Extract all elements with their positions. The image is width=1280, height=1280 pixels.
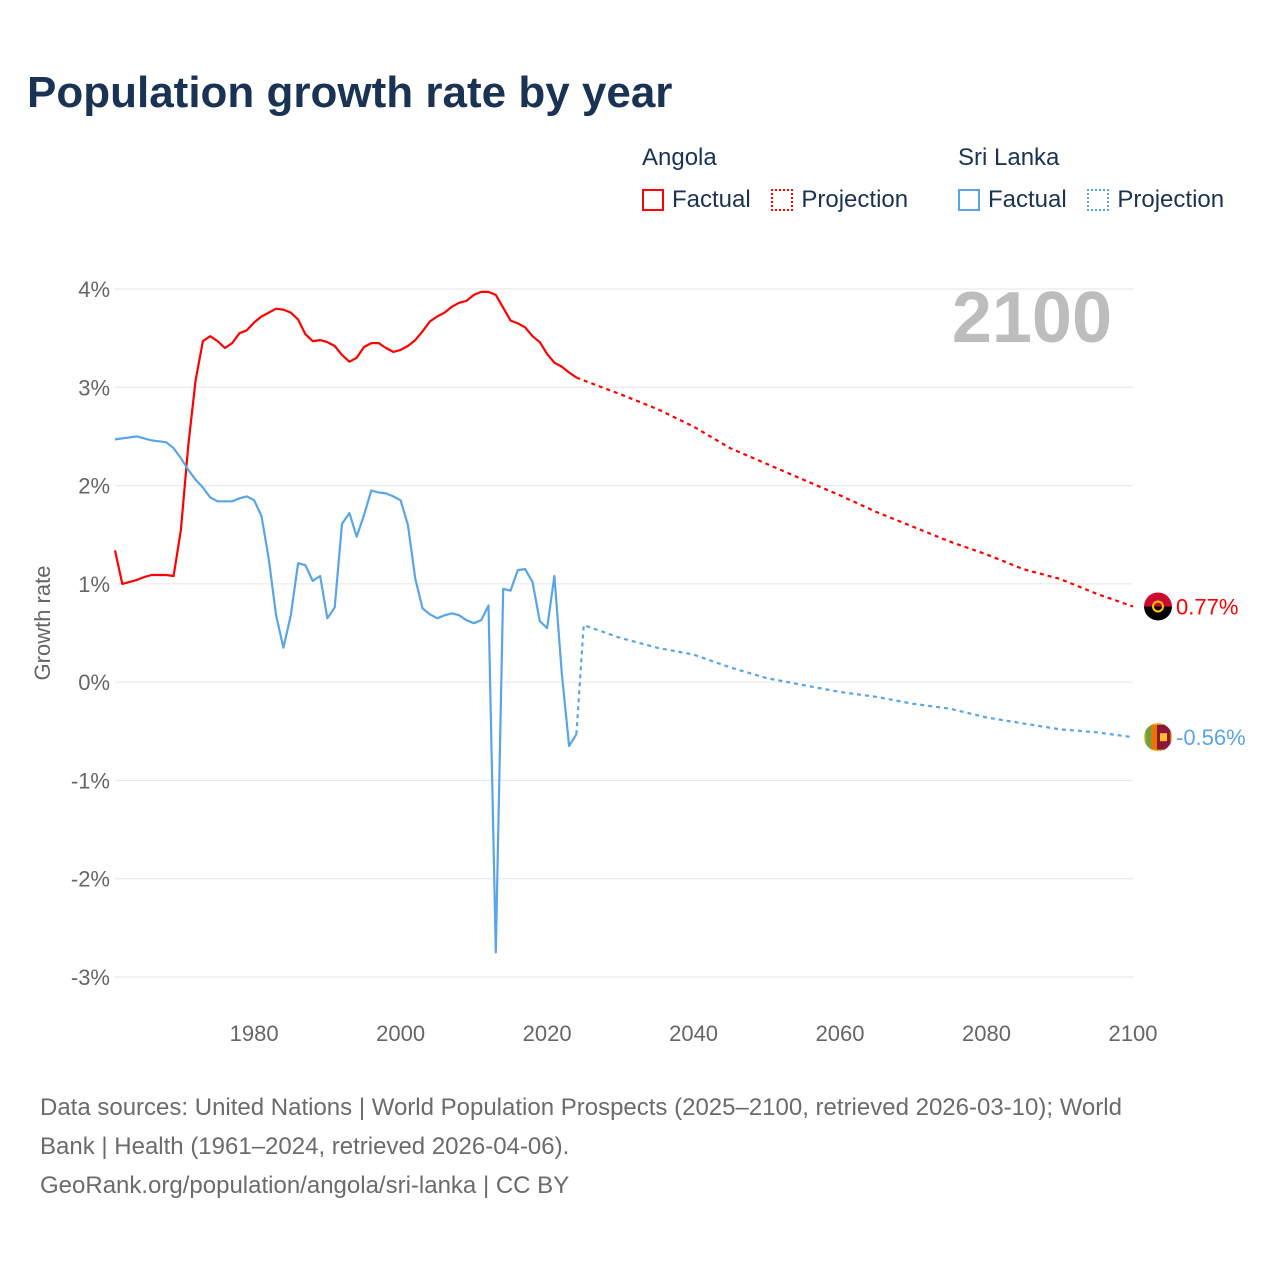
series-angola-projection-line: [575, 376, 1134, 608]
y-tick-label: 1%: [78, 572, 110, 597]
flag-orange-band: [1151, 723, 1157, 752]
flag-black-band: [1144, 606, 1172, 621]
legend-label: Factual: [672, 186, 751, 213]
series-sri-lanka-projection-line: [575, 623, 1134, 739]
legend-label: Projection: [801, 186, 909, 213]
x-tick-label: 2060: [816, 1021, 865, 1046]
y-tick-label: 4%: [78, 277, 110, 302]
x-tick-label: 2020: [523, 1021, 572, 1046]
solid-swatch-icon: [958, 189, 980, 211]
y-tick-label: 0%: [78, 670, 110, 695]
page-title: Population growth rate by year: [27, 68, 673, 117]
y-tick-label: -2%: [71, 867, 110, 892]
flag-lion: [1160, 733, 1167, 742]
legend-label: Projection: [1117, 186, 1225, 213]
legend-label: Factual: [988, 186, 1067, 213]
end-value-label: 0.77%: [1176, 594, 1238, 619]
x-tick-label: 1980: [230, 1021, 279, 1046]
series-sri-lanka-factual-line: [114, 435, 578, 954]
legend-sri-lanka: Sri Lanka Factual Projection: [958, 144, 1238, 218]
x-tick-label: 2100: [1109, 1021, 1158, 1046]
solid-swatch-icon: [642, 189, 664, 211]
end-value-label: -0.56%: [1176, 725, 1246, 750]
y-tick-label: -3%: [71, 965, 110, 990]
source-line: Bank | Health (1961–2024, retrieved 2026…: [40, 1133, 570, 1160]
source-link[interactable]: GeoRank.org/population/angola/sri-lanka …: [40, 1172, 570, 1199]
y-tick-label: -1%: [71, 768, 110, 793]
legend-sri-lanka-factual[interactable]: Factual: [958, 186, 1067, 214]
dotted-swatch-icon: [1087, 189, 1110, 211]
x-tick-label: 2000: [376, 1021, 425, 1046]
source-note: Data sources: United Nations | World Pop…: [40, 1088, 1240, 1205]
legend-angola-factual[interactable]: Factual: [642, 186, 751, 214]
legend-sri-lanka-projection[interactable]: Projection: [1087, 186, 1224, 214]
sri-lanka-flag-icon: [1144, 723, 1172, 752]
y-tick-label: 3%: [78, 375, 110, 400]
flag-green-band: [1144, 723, 1151, 752]
year-watermark: 2100: [952, 278, 1112, 358]
flag-red-band: [1144, 592, 1172, 607]
flag-emblem: [1152, 600, 1164, 613]
source-line: Data sources: United Nations | World Pop…: [40, 1094, 1122, 1121]
dotted-swatch-icon: [771, 189, 794, 211]
angola-flag-icon: [1144, 592, 1172, 621]
series-angola-factual-line: [113, 290, 578, 586]
legend-group-label: Angola: [642, 144, 717, 171]
legend-group-label: Sri Lanka: [958, 144, 1060, 171]
legend-angola-projection[interactable]: Projection: [771, 186, 908, 214]
x-tick-label: 2040: [669, 1021, 718, 1046]
x-tick-label: 2080: [962, 1021, 1011, 1046]
y-tick-label: 2%: [78, 474, 110, 499]
y-axis-label: Growth rate: [30, 566, 55, 681]
legend-angola: Angola Factual Projection: [642, 144, 922, 218]
